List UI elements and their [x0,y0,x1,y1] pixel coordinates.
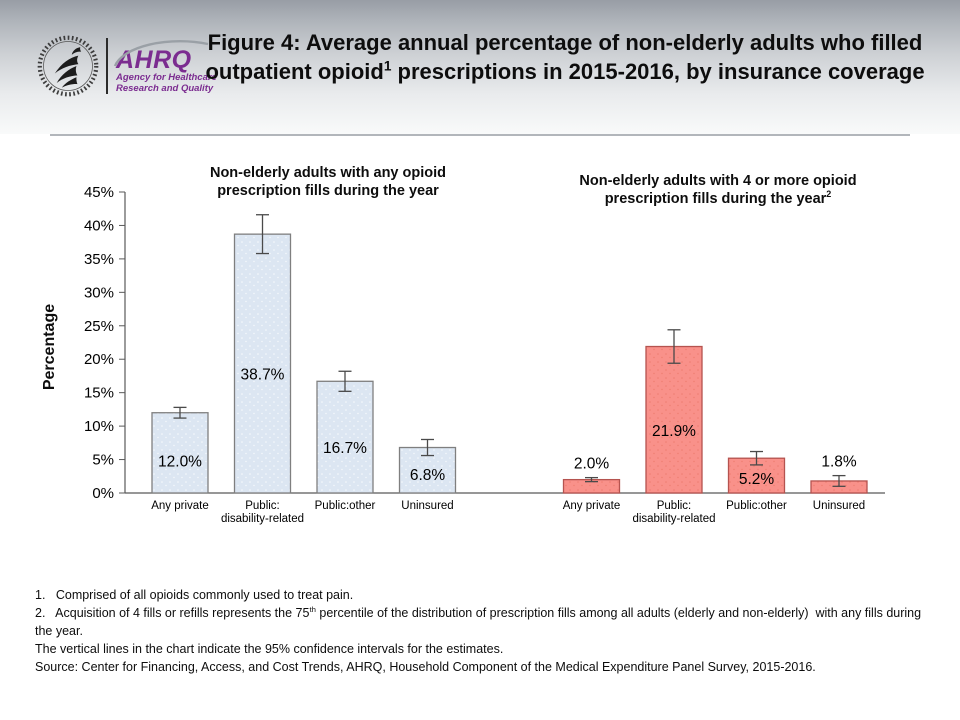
ahrq-tagline-line2: Research and Quality [116,83,214,94]
footnote-1: 1. Comprised of all opioids commonly use… [35,588,354,602]
y-tick-label: 0% [92,485,114,502]
x-category-label: Uninsured [813,500,865,512]
bar [810,480,868,494]
logo-divider [106,38,108,94]
x-category-label: disability-related [632,513,715,525]
x-category-label: Public:other [726,500,787,512]
agency-logo: AHRQ Agency for Healthcare Research and … [36,34,220,98]
bar [316,380,374,494]
header-divider [50,134,910,136]
x-category-label: Any private [151,500,209,512]
x-category-label: Any private [563,500,621,512]
ahrq-swoosh-icon [113,39,209,67]
x-category-label: Public: [245,500,280,512]
bar [645,345,703,494]
bar [727,457,786,494]
right-chart-title: Non-elderly adults with 4 or more opioid… [579,173,857,207]
bar-value-label: 1.8% [821,454,857,471]
title-footnote-ref: 1 [383,58,392,74]
bar-value-label: 12.0% [158,454,202,471]
x-category-label: Public:other [315,500,376,512]
x-category-label: Public: [657,500,692,512]
footnotes: 1. Comprised of all opioids commonly use… [35,586,940,676]
x-category-label: Uninsured [401,500,453,512]
left-chart-title: Non-elderly adults with any opioid presc… [209,165,447,199]
footnote-2-sup: th [309,604,316,614]
footnote-source: Source: Center for Financing, Access, an… [35,660,816,674]
y-tick-label: 15% [84,385,114,402]
bar-value-label: 2.0% [574,456,610,473]
bar [398,446,457,494]
y-tick-label: 10% [84,418,114,435]
y-tick-label: 45% [84,184,114,201]
right-title-footnote-ref: 2 [826,189,832,200]
footnote-ci: The vertical lines in the chart indicate… [35,642,504,656]
bar [233,233,292,494]
ahrq-tagline-line1: Agency for Healthcare [116,72,217,83]
y-tick-label: 35% [84,251,114,268]
bar-value-label: 16.7% [323,440,367,457]
y-tick-label: 20% [84,351,114,368]
y-tick-label: 40% [84,217,114,234]
bar-value-label: 21.9% [652,423,696,440]
y-tick-label: 25% [84,318,114,335]
page-title: Figure 4: Average annual percentage of n… [205,30,925,84]
y-tick-label: 5% [92,452,114,469]
footnote-2: 2. Acquisition of 4 fills or refills rep… [35,604,925,638]
bar-value-label: 5.2% [739,471,775,488]
bar [562,478,621,494]
bar-value-label: 6.8% [410,467,446,484]
bar [151,412,209,494]
y-tick-label: 30% [84,284,114,301]
x-category-label: disability-related [221,513,304,525]
bar-value-label: 38.7% [241,367,285,384]
ahrq-logo: AHRQ Agency for Healthcare Research and … [113,38,220,94]
y-axis-title: Percentage [41,303,58,391]
header-band [0,0,960,134]
hhs-logo-icon [37,35,99,97]
